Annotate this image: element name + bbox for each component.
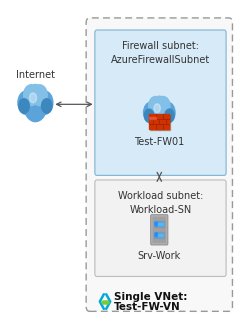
Circle shape: [30, 93, 37, 103]
Circle shape: [19, 99, 29, 113]
Circle shape: [155, 233, 158, 237]
Circle shape: [160, 102, 175, 123]
Bar: [158, 223, 163, 225]
Text: Srv-Work: Srv-Work: [138, 251, 181, 261]
Circle shape: [36, 91, 53, 114]
Text: Internet: Internet: [16, 70, 55, 80]
FancyBboxPatch shape: [152, 216, 166, 243]
FancyBboxPatch shape: [95, 180, 226, 276]
Text: Firewall subnet:: Firewall subnet:: [122, 41, 199, 51]
FancyBboxPatch shape: [86, 18, 232, 311]
Circle shape: [155, 222, 158, 226]
Circle shape: [149, 101, 169, 130]
Circle shape: [156, 96, 170, 115]
Circle shape: [18, 91, 35, 114]
Circle shape: [144, 109, 154, 122]
Circle shape: [165, 109, 174, 122]
Circle shape: [143, 102, 159, 123]
Bar: [158, 234, 163, 236]
Text: Test-FW-VN: Test-FW-VN: [114, 303, 181, 312]
Circle shape: [154, 104, 160, 113]
Text: Workload-SN: Workload-SN: [129, 205, 192, 215]
Circle shape: [24, 90, 47, 122]
Text: Test-FW01: Test-FW01: [134, 137, 184, 147]
Circle shape: [32, 85, 47, 106]
Bar: [149, 114, 169, 129]
Circle shape: [42, 99, 52, 113]
Text: Workload subnet:: Workload subnet:: [118, 191, 203, 201]
FancyBboxPatch shape: [95, 30, 226, 175]
Text: Single VNet:: Single VNet:: [114, 292, 187, 302]
Circle shape: [24, 85, 39, 106]
Text: AzureFirewallSubnet: AzureFirewallSubnet: [111, 55, 210, 65]
Bar: [154, 221, 164, 227]
Circle shape: [29, 84, 42, 101]
Circle shape: [149, 96, 162, 115]
Circle shape: [154, 96, 165, 111]
Bar: [149, 117, 156, 119]
Bar: [154, 232, 164, 238]
Bar: [150, 115, 170, 130]
FancyBboxPatch shape: [151, 215, 168, 245]
